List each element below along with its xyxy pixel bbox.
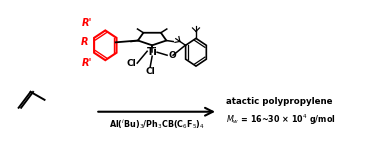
Text: atactic polypropylene: atactic polypropylene	[226, 97, 332, 106]
Text: Ti: Ti	[147, 47, 158, 57]
Text: R': R'	[82, 19, 93, 28]
Text: Cl: Cl	[145, 67, 155, 76]
Text: Cl: Cl	[127, 59, 136, 68]
Text: R': R'	[82, 58, 93, 68]
Text: Al($^{\it{i}}$Bu)$_3$/Ph$_3$CB(C$_6$F$_5$)$_4$: Al($^{\it{i}}$Bu)$_3$/Ph$_3$CB(C$_6$F$_5…	[108, 117, 204, 131]
Text: O: O	[168, 51, 176, 60]
Text: R: R	[81, 37, 88, 47]
Text: $\mathit{M}$$_w$ = 16~30 × 10$^4$ g/mol: $\mathit{M}$$_w$ = 16~30 × 10$^4$ g/mol	[226, 112, 336, 127]
